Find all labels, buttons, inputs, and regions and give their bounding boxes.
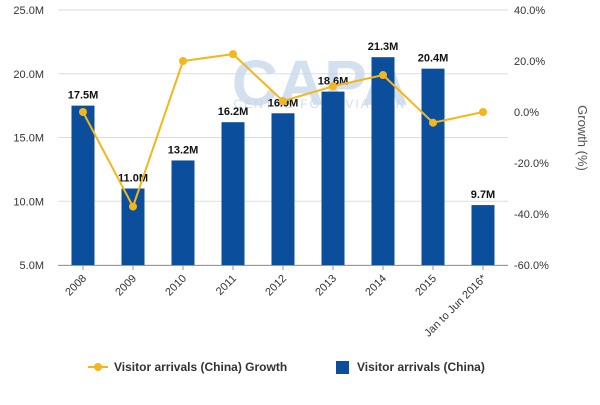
line-series: [79, 50, 487, 211]
bar: [171, 160, 195, 265]
right-tick-label: -20.0%: [514, 158, 549, 170]
bar-data-label: 11.0M: [118, 173, 148, 185]
bar-data-label: 21.3M: [368, 41, 399, 53]
x-tick-label: 2011: [214, 273, 239, 298]
bar: [371, 57, 395, 265]
x-tick-label: 2015: [413, 273, 439, 299]
growth-point: [129, 202, 137, 211]
left-tick-label: 20.0M: [13, 69, 44, 81]
bar: [271, 113, 295, 266]
growth-point: [479, 108, 487, 116]
bar: [321, 91, 345, 265]
right-axis: -60.0% -40.0% -20.0% 0.0% 20.0% 40.0%: [514, 5, 549, 272]
growth-point: [179, 57, 187, 65]
bar: [421, 68, 445, 266]
growth-point: [79, 108, 87, 116]
legend-label-arrivals: Visitor arrivals (China): [357, 360, 485, 374]
right-tick-label: -60.0%: [514, 260, 549, 272]
growth-point: [329, 82, 337, 91]
bar-data-labels: 17.5M11.0M13.2M16.2M16.9M18.6M21.3M20.4M…: [68, 41, 496, 201]
x-tick-label: 2009: [113, 273, 139, 299]
growth-point: [429, 118, 437, 127]
legend-item-arrivals[interactable]: Visitor arrivals (China): [336, 360, 485, 374]
bar: [471, 205, 495, 265]
legend-bar-swatch: [336, 361, 349, 374]
left-axis: 5.0M 10.0M 15.0M 20.0M 25.0M: [13, 5, 44, 272]
x-tick-label: 2013: [313, 273, 339, 299]
growth-point: [379, 71, 387, 80]
left-tick-label: 10.0M: [13, 196, 44, 208]
bar: [221, 122, 245, 265]
legend-label-growth: Visitor arrivals (China) Growth: [114, 360, 287, 374]
legend-marker-swatch: [94, 363, 102, 371]
right-tick-label: -40.0%: [514, 209, 549, 221]
right-axis-title: Growth (%): [575, 105, 590, 171]
growth-point: [279, 97, 287, 106]
x-tick-label: 2010: [163, 273, 189, 299]
x-tick-label: 2008: [63, 273, 89, 299]
legend-item-growth[interactable]: Visitor arrivals (China) Growth: [88, 360, 287, 374]
growth-point: [229, 50, 237, 59]
left-tick-label: 25.0M: [13, 5, 44, 17]
bar: [121, 188, 145, 265]
legend: Visitor arrivals (China) Growth Visitor …: [88, 360, 485, 374]
bar-data-label: 16.2M: [218, 106, 249, 118]
bar-data-label: 9.7M: [471, 189, 495, 201]
bar-data-label: 17.5M: [68, 90, 99, 102]
left-tick-label: 5.0M: [20, 260, 44, 272]
bar: [71, 105, 95, 265]
x-tick-label: 2012: [263, 273, 289, 299]
left-tick-label: 15.0M: [13, 133, 44, 145]
x-tick-label: 2014: [363, 273, 389, 299]
watermark-tagline: CENTRE FOR AVIATION: [234, 97, 407, 111]
right-tick-label: 40.0%: [514, 5, 545, 17]
right-tick-label: 0.0%: [514, 107, 539, 119]
right-tick-label: 20.0%: [514, 56, 545, 68]
bar-data-label: 13.2M: [168, 144, 199, 156]
bar-data-label: 20.4M: [418, 53, 449, 65]
